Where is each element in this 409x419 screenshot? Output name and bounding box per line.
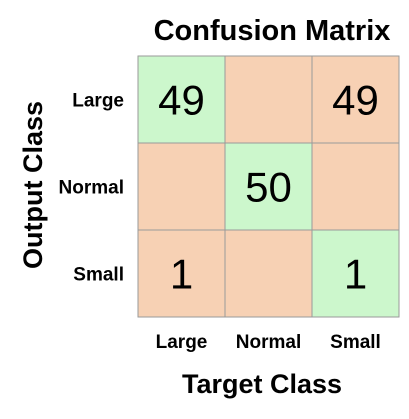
y-tick-small: Small [73, 265, 124, 286]
y-tick-labels: Large Normal Small [59, 91, 124, 286]
cell-value-large-small: 49 [332, 77, 379, 124]
matrix-cell-values: 49 49 50 1 1 [158, 77, 379, 298]
y-tick-large: Large [72, 91, 124, 112]
x-tick-labels: Large Normal Small [156, 332, 381, 353]
chart-title: Confusion Matrix [154, 15, 391, 47]
matrix-cells [137, 55, 400, 318]
x-tick-small: Small [330, 332, 381, 353]
matrix-cell-small-normal [224, 229, 313, 318]
matrix-cell-large-small [311, 55, 400, 144]
cell-value-large-large: 49 [158, 77, 205, 124]
matrix-cell-normal-small [311, 142, 400, 231]
cell-value-small-small: 1 [344, 251, 367, 298]
cell-value-normal-normal: 50 [245, 164, 292, 211]
matrix-cell-small-large [137, 229, 226, 318]
x-axis-label: Target Class [182, 369, 342, 399]
matrix-cell-normal-normal [224, 142, 313, 231]
x-tick-normal: Normal [236, 332, 301, 353]
x-tick-large: Large [156, 332, 208, 353]
y-axis-label: Output Class [18, 101, 48, 269]
matrix-cell-small-small [311, 229, 400, 318]
cell-value-small-large: 1 [170, 251, 193, 298]
matrix-cell-large-normal [224, 55, 313, 144]
y-tick-normal: Normal [59, 178, 124, 199]
matrix-cell-normal-large [137, 142, 226, 231]
matrix-cell-large-large [137, 55, 226, 144]
